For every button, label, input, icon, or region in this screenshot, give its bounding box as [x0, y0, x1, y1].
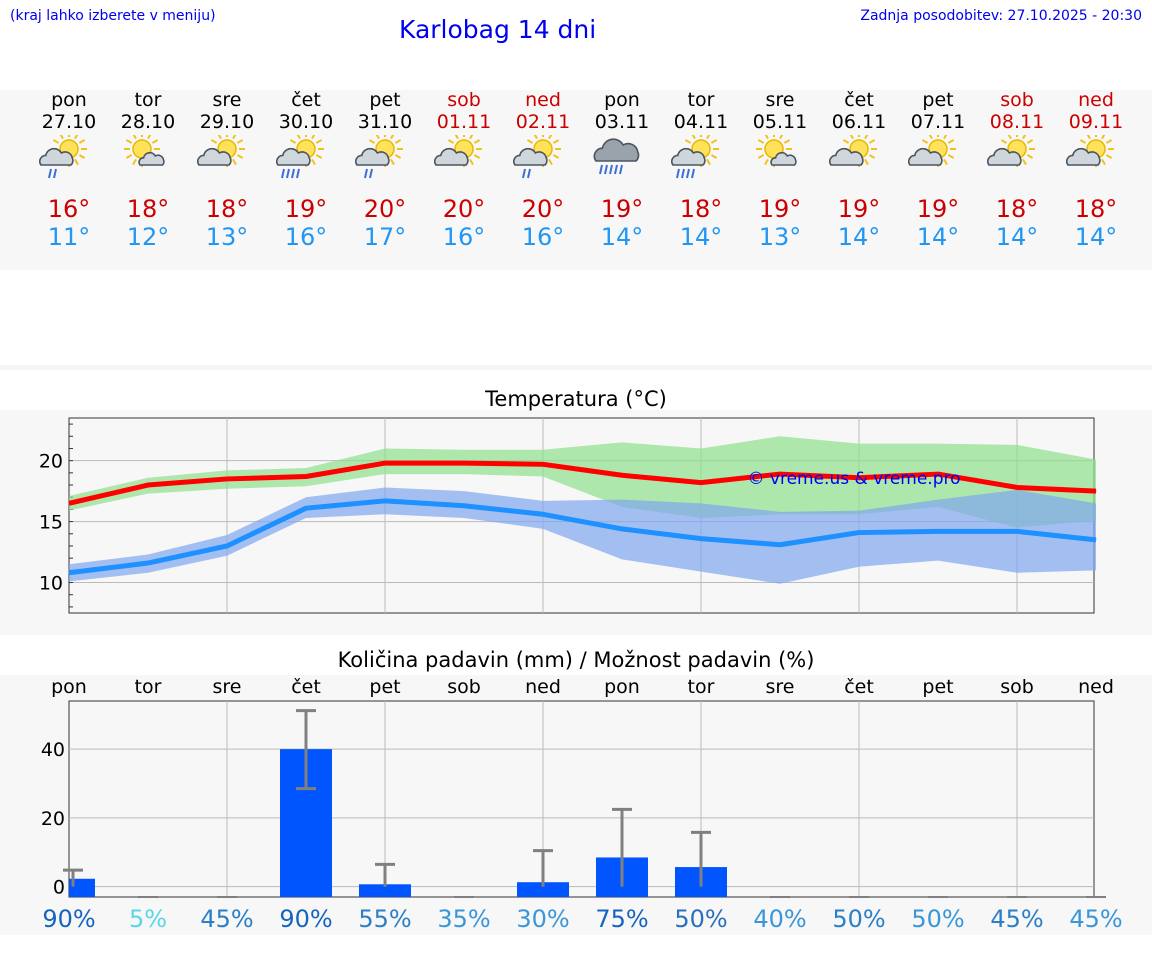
day-forecast: tor 04.11 18° 14° — [661, 89, 741, 251]
temp-min: 11° — [47, 223, 91, 251]
partly-sunny-icon — [819, 133, 899, 193]
day-date: 30.10 — [278, 111, 334, 133]
temp-min: 14° — [916, 223, 960, 251]
day-date: 09.11 — [1068, 111, 1124, 133]
partly-sunny-icon — [424, 133, 504, 193]
day-name: pet — [369, 89, 401, 111]
last-updated: Zadnja posodobitev: 27.10.2025 - 20:30 — [860, 8, 1142, 24]
day-forecast: čet 06.11 19° 14° — [819, 89, 899, 251]
day-date: 02.11 — [515, 111, 571, 133]
day-forecast: tor 28.10 18° 12° — [108, 89, 188, 251]
temperature-chart-title: Temperatura (°C) — [485, 387, 667, 411]
day-name: pon — [51, 89, 87, 111]
day-name: ned — [1078, 89, 1114, 111]
temperature-panel — [0, 410, 1152, 635]
day-name: ned — [525, 89, 561, 111]
day-name: čet — [844, 89, 874, 111]
temp-max: 20° — [521, 195, 565, 223]
partly-sunny-icon — [977, 133, 1057, 193]
day-name: sob — [1000, 89, 1034, 111]
day-name: sre — [212, 89, 242, 111]
day-name: pon — [604, 89, 640, 111]
cloudy-rain-icon — [582, 133, 662, 193]
day-forecast: pet 07.11 19° 14° — [898, 89, 978, 251]
day-name: tor — [687, 89, 715, 111]
day-forecast: pon 27.10 16° 11° — [29, 89, 109, 251]
day-forecast: ned 09.11 18° 14° — [1056, 89, 1136, 251]
day-forecast: sob 01.11 20° 16° — [424, 89, 504, 251]
temp-min: 14° — [679, 223, 723, 251]
day-forecast: sre 05.11 19° 13° — [740, 89, 820, 251]
partly-sunny-rain-icon — [266, 133, 346, 193]
day-forecast: pon 03.11 19° 14° — [582, 89, 662, 251]
day-forecast: pet 31.10 20° 17° — [345, 89, 425, 251]
temp-min: 16° — [521, 223, 565, 251]
temp-max: 19° — [837, 195, 881, 223]
day-name: sob — [447, 89, 481, 111]
temp-max: 18° — [679, 195, 723, 223]
day-forecast: čet 30.10 19° 16° — [266, 89, 346, 251]
partly-sunny-light-rain-icon — [29, 133, 109, 193]
day-forecast: ned 02.11 20° 16° — [503, 89, 583, 251]
sun-cloud-icon — [740, 133, 820, 193]
temp-min: 13° — [205, 223, 249, 251]
temp-max: 16° — [47, 195, 91, 223]
temp-min: 13° — [758, 223, 802, 251]
partly-sunny-icon — [1056, 133, 1136, 193]
page-title: Karlobag 14 dni — [399, 15, 597, 44]
sun-cloud-icon — [108, 133, 188, 193]
precipitation-chart-title: Količina padavin (mm) / Možnost padavin … — [337, 648, 815, 672]
partly-sunny-rain-icon — [661, 133, 741, 193]
temp-min: 14° — [995, 223, 1039, 251]
precipitation-panel — [0, 675, 1152, 935]
day-name: pet — [922, 89, 954, 111]
day-date: 29.10 — [199, 111, 255, 133]
temp-max: 19° — [758, 195, 802, 223]
day-date: 06.11 — [831, 111, 887, 133]
temp-min: 17° — [363, 223, 407, 251]
day-date: 31.10 — [357, 111, 413, 133]
temp-max: 20° — [363, 195, 407, 223]
region-hint: (kraj lahko izberete v meniju) — [10, 8, 216, 24]
separator — [0, 365, 1152, 370]
temp-max: 19° — [284, 195, 328, 223]
day-date: 01.11 — [436, 111, 492, 133]
day-date: 07.11 — [910, 111, 966, 133]
temp-max: 19° — [916, 195, 960, 223]
temp-max: 20° — [442, 195, 486, 223]
temp-max: 18° — [995, 195, 1039, 223]
day-name: sre — [765, 89, 795, 111]
forecast-strip — [0, 90, 1152, 270]
day-forecast: sob 08.11 18° 14° — [977, 89, 1057, 251]
partly-sunny-light-rain-icon — [345, 133, 425, 193]
day-date: 03.11 — [594, 111, 650, 133]
day-name: tor — [134, 89, 162, 111]
temp-min: 14° — [600, 223, 644, 251]
day-date: 28.10 — [120, 111, 176, 133]
temp-min: 16° — [284, 223, 328, 251]
day-date: 04.11 — [673, 111, 729, 133]
temp-min: 12° — [126, 223, 170, 251]
temp-max: 18° — [205, 195, 249, 223]
day-date: 08.11 — [989, 111, 1045, 133]
partly-sunny-icon — [187, 133, 267, 193]
day-date: 27.10 — [41, 111, 97, 133]
day-forecast: sre 29.10 18° 13° — [187, 89, 267, 251]
day-date: 05.11 — [752, 111, 808, 133]
partly-sunny-icon — [898, 133, 978, 193]
temp-max: 19° — [600, 195, 644, 223]
temp-min: 14° — [837, 223, 881, 251]
day-name: čet — [291, 89, 321, 111]
partly-sunny-light-rain-icon — [503, 133, 583, 193]
temp-max: 18° — [126, 195, 170, 223]
temp-max: 18° — [1074, 195, 1118, 223]
temp-min: 14° — [1074, 223, 1118, 251]
temp-min: 16° — [442, 223, 486, 251]
